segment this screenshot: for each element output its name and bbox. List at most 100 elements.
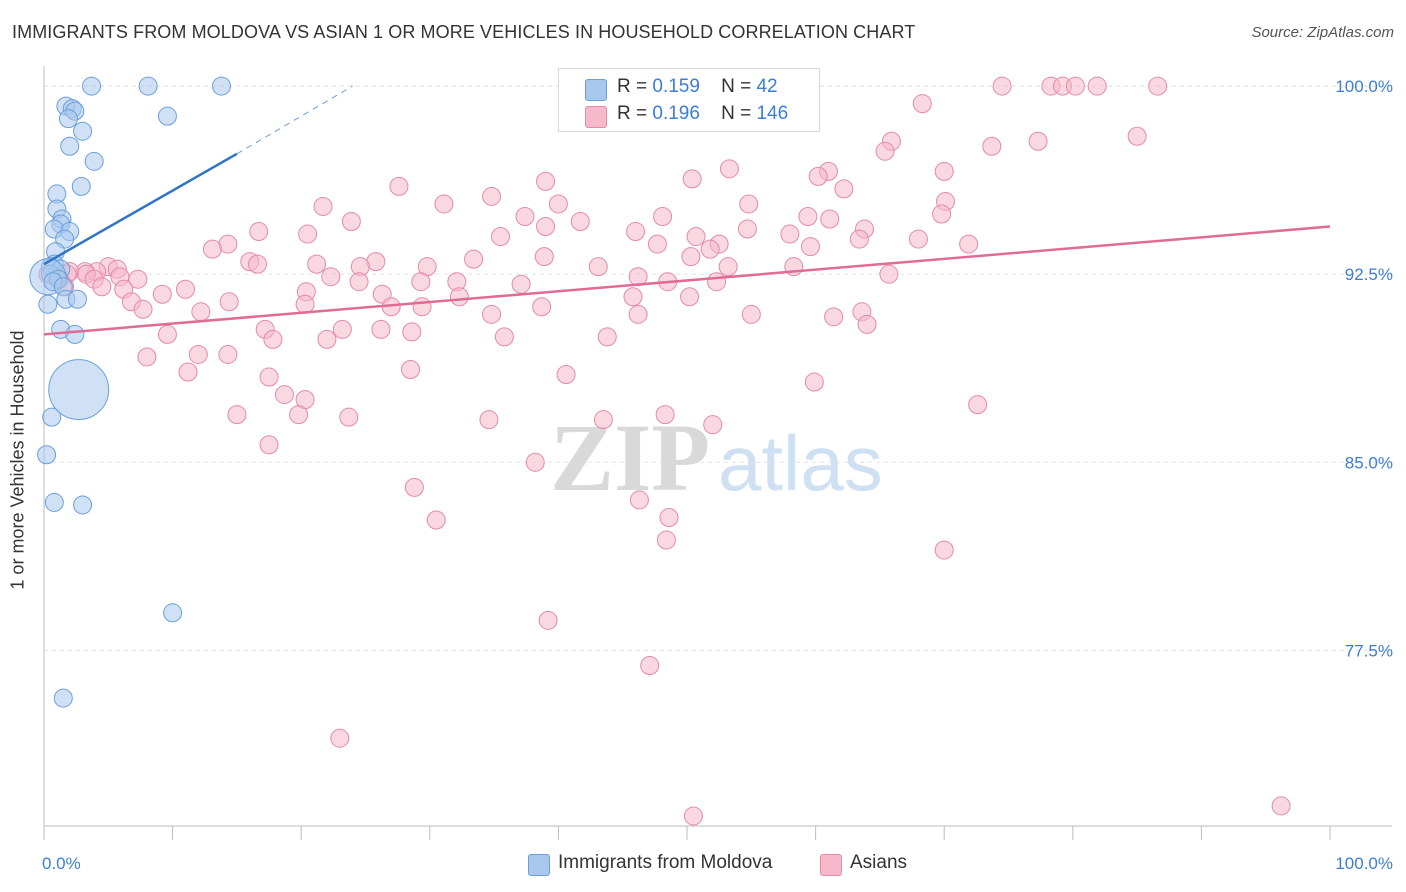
asians-point: [175, 279, 195, 299]
asians-point: [536, 217, 556, 237]
moldova-point: [71, 176, 91, 196]
y-tick-label-2: 85.0%: [1345, 453, 1393, 472]
asians-point: [739, 194, 759, 214]
moldova-point: [163, 603, 183, 623]
moldova-point: [60, 136, 80, 156]
moldova-point: [211, 76, 231, 96]
asians-point: [640, 655, 660, 675]
asians-point: [1148, 76, 1168, 96]
moldova-point: [82, 76, 102, 96]
asians-point: [295, 294, 315, 314]
asians-point: [800, 237, 820, 257]
asians-point: [629, 490, 649, 510]
asians-point: [511, 274, 531, 294]
asians-point: [1127, 126, 1147, 146]
asians-point: [804, 372, 824, 392]
asians-point: [593, 410, 613, 430]
asians-point: [313, 196, 333, 216]
legend-n-value-moldova: 42: [756, 76, 778, 97]
asians-point: [703, 415, 723, 435]
asians-point: [780, 224, 800, 244]
asians-point: [653, 206, 673, 226]
asians-point: [912, 94, 932, 114]
bottom-legend: Immigrants from Moldova Asians: [0, 852, 1406, 878]
asians-point: [548, 194, 568, 214]
asians-point: [339, 407, 359, 427]
asians-point: [875, 141, 895, 161]
y-tick-label-0: 100.0%: [1335, 77, 1393, 96]
asians-point: [1087, 76, 1107, 96]
asians-point: [628, 304, 648, 324]
asians-point: [482, 304, 502, 324]
asians-point: [532, 297, 552, 317]
asians-point: [588, 257, 608, 277]
bottom-legend-label-moldova: Immigrants from Moldova: [558, 852, 773, 873]
asians-point: [934, 540, 954, 560]
legend-swatch-moldova: [585, 79, 607, 101]
watermark-atlas: atlas: [718, 419, 883, 507]
asians-point: [659, 507, 679, 527]
asians-point: [434, 194, 454, 214]
legend-n-label: N =: [721, 103, 752, 124]
asians-point: [259, 367, 279, 387]
chart-source: Source: ZipAtlas.com: [1251, 24, 1394, 41]
asians-point: [982, 136, 1002, 156]
asians-point: [202, 239, 222, 259]
trend-lines: [43, 85, 1331, 336]
asians-point: [719, 159, 739, 179]
asians-point: [968, 395, 988, 415]
asians-point: [808, 166, 828, 186]
grid-lines: [44, 85, 1392, 651]
y-tick-label-1: 92.5%: [1345, 265, 1393, 284]
asians-point: [218, 344, 238, 364]
bottom-legend-swatch-moldova: [528, 854, 550, 876]
asians-point: [680, 287, 700, 307]
asians-point: [718, 257, 738, 277]
moldova-trend-line: [43, 152, 238, 266]
legend-r-value-asians: 0.196: [652, 103, 700, 124]
asians-point: [157, 324, 177, 344]
asians-point: [259, 435, 279, 455]
asians-point: [464, 249, 484, 269]
asians-point: [1065, 76, 1085, 96]
asians-point: [401, 359, 421, 379]
asians-point: [707, 272, 727, 292]
x-tick-label-1: 100.0%: [1335, 854, 1393, 873]
asians-point: [191, 302, 211, 322]
asians-point: [570, 212, 590, 232]
asians-point: [686, 227, 706, 247]
legend-n-label: N =: [721, 76, 752, 97]
moldova-point: [67, 289, 87, 309]
moldova-point: [84, 151, 104, 171]
asians-point: [932, 204, 952, 224]
asians-point: [332, 319, 352, 339]
asians-point: [178, 362, 198, 382]
asians-point: [247, 254, 267, 274]
asians-point: [959, 234, 979, 254]
asians-point: [137, 347, 157, 367]
moldova-point: [73, 121, 93, 141]
moldova-point: [48, 359, 110, 421]
y-tick-label-3: 77.5%: [1345, 641, 1393, 660]
asians-point: [934, 161, 954, 181]
asians-point: [412, 297, 432, 317]
tick-labels: 100.0% 92.5% 85.0% 77.5% 0.0% 100.0%: [42, 77, 1393, 873]
legend-r-label: R =: [617, 103, 648, 124]
asians-point: [92, 277, 112, 297]
moldova-point: [138, 76, 158, 96]
asians-point: [494, 327, 514, 347]
asians-point: [482, 186, 502, 206]
moldova-point: [38, 294, 58, 314]
asians-point: [349, 272, 369, 292]
asians-point: [798, 206, 818, 226]
asians-point: [411, 272, 431, 292]
asians-point: [133, 299, 153, 319]
asians-point: [538, 610, 558, 630]
asians-point: [274, 385, 294, 405]
asians-point: [525, 452, 545, 472]
asians-point: [341, 212, 361, 232]
asians-point: [289, 405, 309, 425]
asians-trend-line: [43, 225, 1331, 336]
asians-point: [681, 247, 701, 267]
